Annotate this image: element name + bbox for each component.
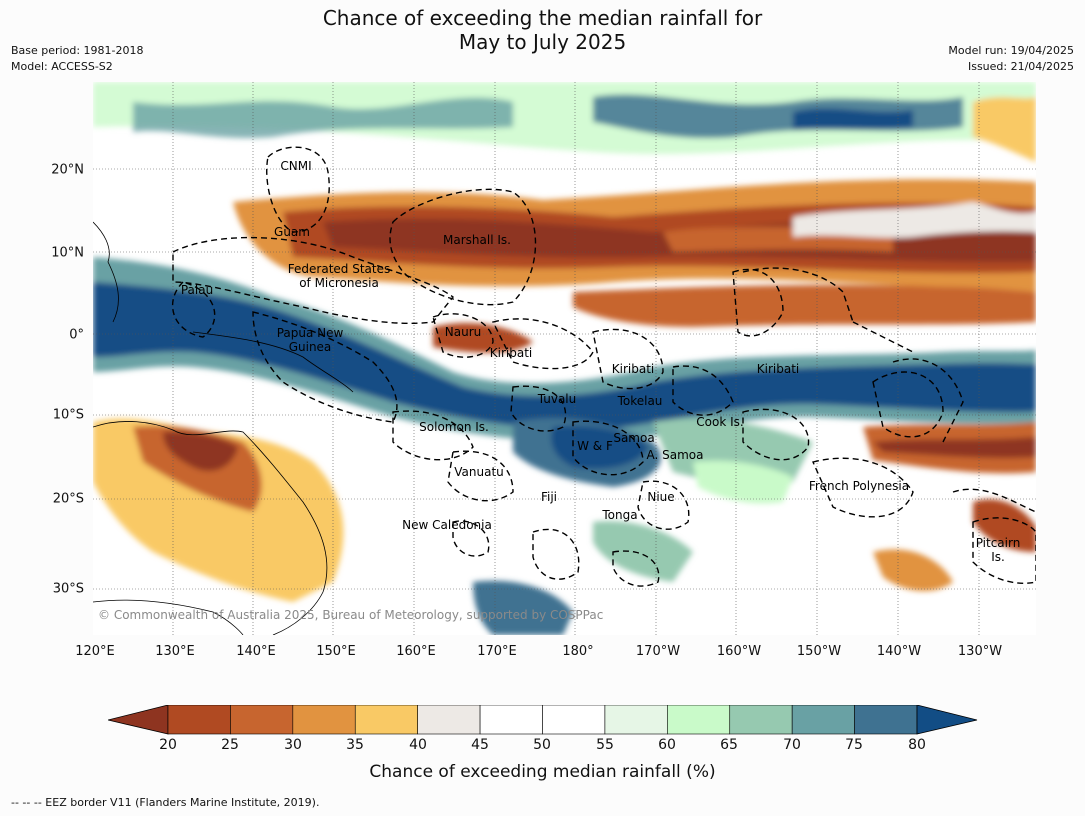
map-svg <box>93 82 1036 635</box>
place-label-tonga: Tonga <box>602 508 638 522</box>
place-label-solomon-islands: Solomon Is. <box>419 420 489 434</box>
title-line-2: May to July 2025 <box>458 30 627 54</box>
place-label-niue: Niue <box>647 490 675 504</box>
colorbar <box>108 705 978 735</box>
y-tick-10s: 10°S <box>52 407 84 423</box>
colorbar-cell-50 <box>542 705 606 735</box>
y-tick-0: 0° <box>69 327 84 343</box>
colorbar-tick-60: 60 <box>658 737 676 753</box>
colorbar-tick-20: 20 <box>159 737 177 753</box>
base-period: Base period: 1981-2018 <box>11 44 144 57</box>
meta-left: Base period: 1981-2018 Model: ACCESS-S2 <box>11 43 143 75</box>
rainfall-field <box>93 82 1036 635</box>
colorbar-over-arrow <box>916 705 978 735</box>
place-label-tuvalu: Tuvalu <box>537 392 577 406</box>
y-tick-20s: 20°S <box>52 491 84 507</box>
eez-borders <box>172 146 1036 587</box>
place-label-american-samoa: A. Samoa <box>646 448 704 462</box>
x-tick-160w: 160°W <box>716 644 762 659</box>
place-label-kiribati-line: Kiribati <box>756 362 800 376</box>
place-label-pitcairn-line2: Is. <box>991 550 1005 564</box>
place-label-cook-islands: Cook Is. <box>696 415 744 429</box>
colorbar-cell-20 <box>167 705 231 735</box>
meta-right: Model run: 19/04/2025 Issued: 21/04/2025 <box>948 43 1074 75</box>
colorbar-cell-70 <box>791 705 855 735</box>
colorbar-cell-60 <box>667 705 731 735</box>
y-tick-30s: 30°S <box>52 581 84 597</box>
model-name: Model: ACCESS-S2 <box>11 60 113 73</box>
place-label-vanuatu: Vanuatu <box>454 465 504 479</box>
place-label-fsm-line1: Federated States <box>287 262 391 276</box>
colorbar-tick-30: 30 <box>284 737 302 753</box>
x-tick-140w: 140°W <box>876 644 922 659</box>
x-tick-130w: 130°W <box>957 644 1003 659</box>
colorbar-tick-75: 75 <box>845 737 863 753</box>
copyright-notice: © Commonwealth of Australia 2025, Bureau… <box>98 608 604 622</box>
colorbar-tick-40: 40 <box>409 737 427 753</box>
colorbar-tick-80: 80 <box>908 737 926 753</box>
x-tick-150w: 150°W <box>796 644 842 659</box>
place-label-new-caledonia: New Caledonia <box>402 518 492 532</box>
coastlines <box>93 221 354 635</box>
eez-footnote: -- -- -- EEZ border V11 (Flanders Marine… <box>11 796 320 809</box>
chart-title: Chance of exceeding the median rainfall … <box>0 6 1085 54</box>
colorbar-cell-40 <box>417 705 481 735</box>
colorbar-label: Chance of exceeding median rainfall (%) <box>369 762 716 782</box>
place-label-guam: Guam <box>274 225 310 239</box>
x-tick-170w: 170°W <box>635 644 681 659</box>
x-tick-130e: 130°E <box>155 644 195 659</box>
place-label-fsm-line2: of Micronesia <box>299 276 379 290</box>
title-line-1: Chance of exceeding the median rainfall … <box>322 6 763 30</box>
place-label-nauru: Nauru <box>444 325 482 339</box>
colorbar-tick-45: 45 <box>471 737 489 753</box>
colorbar-cell-30 <box>292 705 356 735</box>
colorbar-tick-55: 55 <box>596 737 614 753</box>
place-label-french-polynesia: French Polynesia <box>808 479 910 493</box>
place-label-kiribati-phoenix: Kiribati <box>611 362 655 376</box>
colorbar-cell-45 <box>479 705 543 735</box>
x-tick-160e: 160°E <box>396 644 436 659</box>
place-label-pitcairn-line1: Pitcairn <box>975 536 1021 550</box>
rainfall-map <box>93 82 1036 635</box>
place-label-cnmi: CNMI <box>280 159 312 173</box>
colorbar-tick-35: 35 <box>346 737 364 753</box>
colorbar-cells <box>167 705 918 735</box>
place-label-palau: Palau <box>180 283 214 297</box>
colorbar-tick-65: 65 <box>720 737 738 753</box>
place-label-png-line2: Guinea <box>288 340 332 354</box>
colorbar-tick-50: 50 <box>533 737 551 753</box>
colorbar-under-arrow <box>108 705 169 735</box>
colorbar-cell-35 <box>354 705 418 735</box>
place-label-kiribati-gilbert: Kiribati <box>489 346 533 360</box>
colorbar-cell-55 <box>604 705 668 735</box>
place-label-wallis-futuna: W & F <box>577 439 613 453</box>
x-tick-150e: 150°E <box>316 644 356 659</box>
x-tick-120e: 120°E <box>75 644 115 659</box>
colorbar-tick-70: 70 <box>783 737 801 753</box>
place-label-png-line1: Papua New <box>276 326 344 340</box>
colorbar-cell-75 <box>854 705 918 735</box>
x-tick-170e: 170°E <box>477 644 517 659</box>
place-label-tokelau: Tokelau <box>617 394 663 408</box>
place-label-fiji: Fiji <box>540 490 558 504</box>
model-run: Model run: 19/04/2025 <box>948 44 1074 57</box>
y-tick-10n: 10°N <box>51 245 84 261</box>
x-tick-140e: 140°E <box>236 644 276 659</box>
colorbar-cell-25 <box>230 705 294 735</box>
gridlines <box>93 82 1036 635</box>
y-tick-20n: 20°N <box>51 162 84 178</box>
colorbar-cell-65 <box>729 705 793 735</box>
place-label-samoa: Samoa <box>613 431 655 445</box>
issued-date: Issued: 21/04/2025 <box>967 60 1074 73</box>
place-label-marshall-islands: Marshall Is. <box>443 233 511 247</box>
x-tick-180: 180° <box>562 644 594 659</box>
colorbar-tick-25: 25 <box>221 737 239 753</box>
